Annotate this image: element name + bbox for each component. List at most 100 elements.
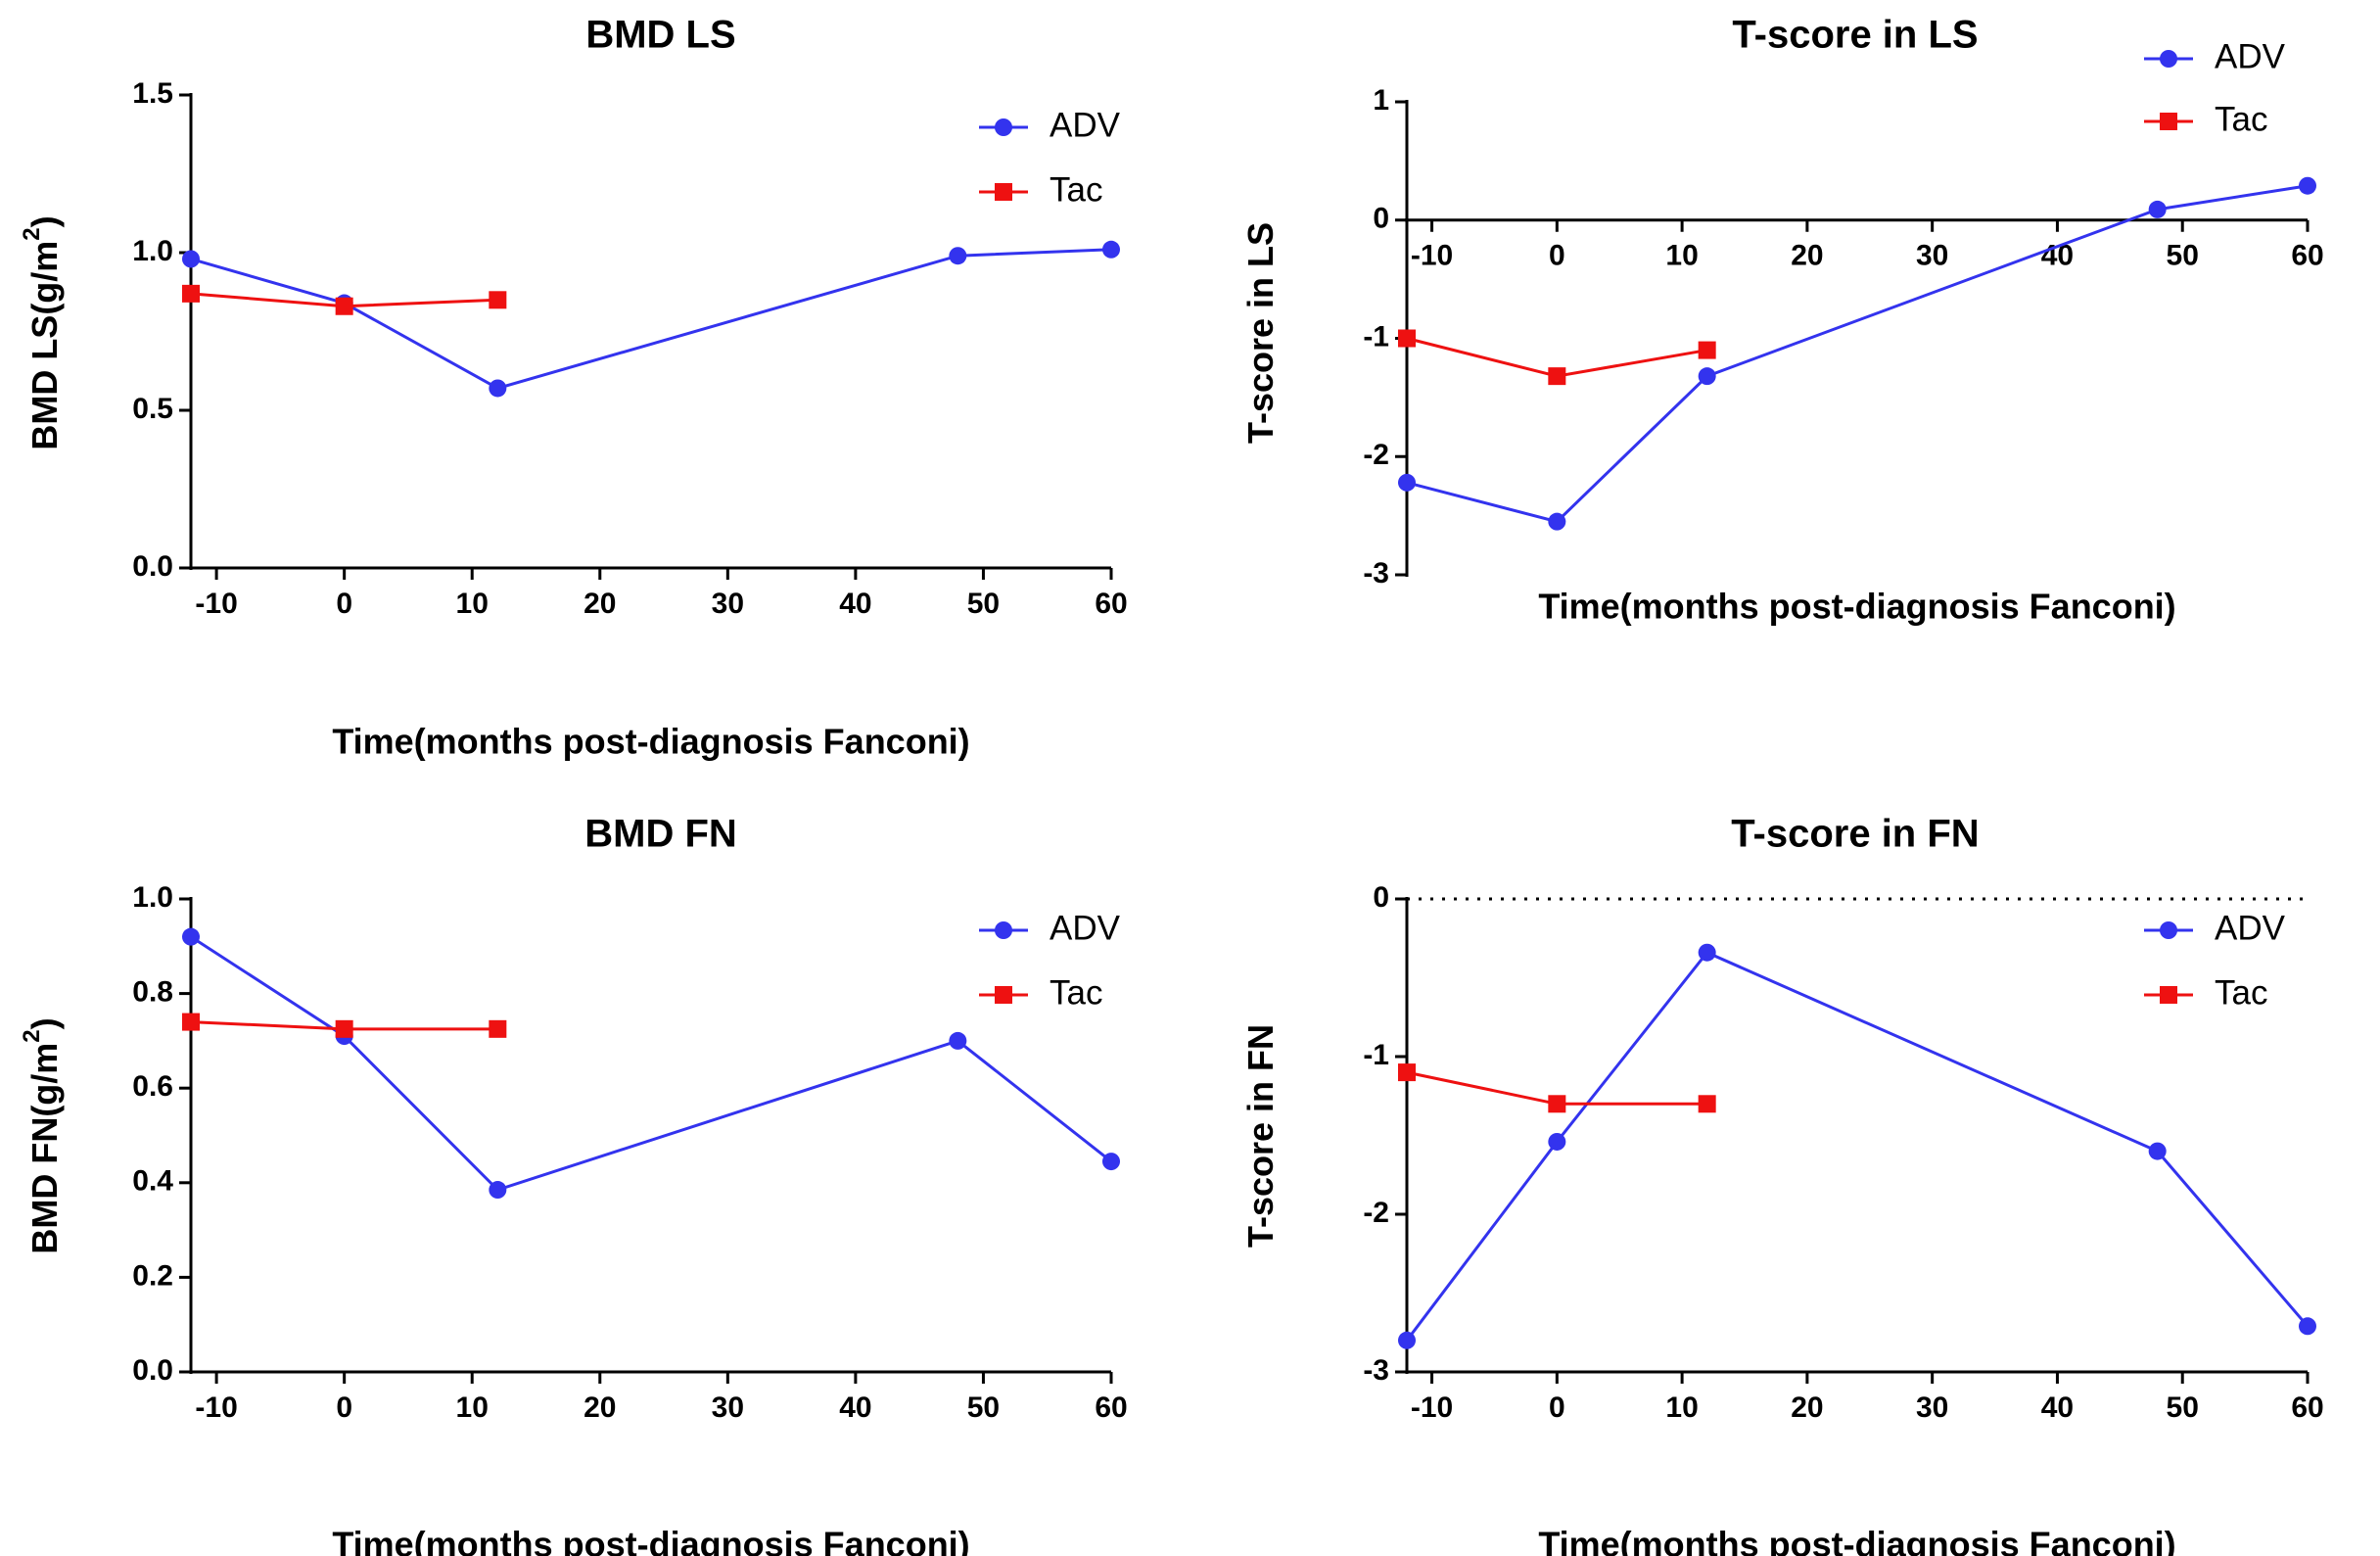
legend-swatch-marker [995, 986, 1012, 1004]
x-tick-label: 40 [2041, 240, 2074, 272]
x-tick-label: 0 [336, 588, 352, 620]
data-point-tac [1698, 341, 1716, 359]
x-tick-label: 10 [1665, 240, 1698, 272]
x-tick-label: 10 [1665, 1391, 1698, 1424]
x-tick-label: 50 [967, 588, 1000, 620]
x-tick-label: 30 [1916, 1391, 1948, 1424]
y-axis-label-text: T-score in LS [1240, 222, 1281, 444]
data-point-tac [182, 284, 200, 303]
y-axis-label: BMD FN(g/m2) [19, 1017, 64, 1253]
series-line-adv [1405, 950, 2310, 1342]
x-axis-label: Time(months post-diagnosis Fanconi) [1538, 587, 2175, 627]
data-point-adv [489, 379, 507, 398]
y-axis-label: T-score in LS [1240, 222, 1281, 444]
x-tick-label: 30 [1916, 240, 1948, 272]
x-axis-label: Time(months post-diagnosis Fanconi) [332, 722, 969, 762]
data-point-adv [949, 1031, 967, 1050]
data-point-adv [489, 1181, 507, 1200]
y-tick-label: 1.5 [132, 77, 173, 110]
x-tick-label: 30 [712, 588, 744, 620]
x-tick-label: 20 [1791, 1391, 1823, 1424]
y-axis-label-superscript: 2 [19, 227, 45, 240]
x-tick-label: -10 [195, 1391, 237, 1424]
legend-swatch-marker [995, 921, 1012, 939]
y-axis-label-superscript: 2 [19, 1029, 45, 1042]
x-tick-label: -10 [195, 588, 237, 620]
x-tick-label: 60 [2291, 1391, 2323, 1424]
data-point-adv [2148, 200, 2167, 218]
y-tick-label: 1 [1373, 84, 1389, 117]
legend-label-adv: ADV [2215, 909, 2286, 947]
x-tick-label: 20 [583, 588, 616, 620]
y-axis-label: T-score in FN [1240, 1024, 1281, 1248]
y-tick-label: 0.4 [132, 1165, 173, 1198]
data-point-adv [2299, 1317, 2316, 1336]
y-tick-label: -2 [1363, 439, 1389, 471]
x-tick-label: 0 [1549, 240, 1565, 272]
y-tick-label: 0.0 [132, 550, 173, 583]
x-tick-label: 0 [1549, 1391, 1565, 1424]
data-point-tac [335, 297, 353, 315]
y-axis-label-text: BMD LS(g/m [24, 241, 65, 450]
legend-swatch-marker [2160, 921, 2177, 939]
chart-title: BMD FN [584, 813, 737, 856]
legend-swatch-marker [995, 183, 1012, 201]
x-tick-label: 10 [456, 588, 489, 620]
y-axis-label: BMD LS(g/m2) [19, 215, 64, 449]
data-point-adv [1698, 367, 1716, 386]
x-tick-label: 50 [967, 1391, 1000, 1424]
data-point-adv [1102, 240, 1120, 259]
legend-label-adv: ADV [1050, 106, 1121, 144]
chart-title: T-score in FN [1731, 813, 1979, 856]
data-point-adv [1698, 943, 1716, 962]
y-tick-label: -3 [1363, 1354, 1389, 1387]
x-tick-label: 40 [839, 588, 871, 620]
y-axis-label-text: BMD FN(g/m [24, 1043, 65, 1254]
data-point-adv [182, 927, 200, 946]
legend-swatch-marker [2160, 113, 2177, 130]
data-point-tac [1698, 1095, 1716, 1113]
chart-title: T-score in LS [1732, 14, 1978, 57]
y-tick-label: 0.0 [132, 1354, 173, 1387]
x-tick-label: 20 [583, 1391, 616, 1424]
x-tick-label: 0 [336, 1391, 352, 1424]
x-tick-label: 60 [2291, 240, 2323, 272]
data-point-tac [489, 291, 507, 309]
y-tick-label: -3 [1363, 557, 1389, 589]
data-point-tac [1548, 1095, 1566, 1113]
y-tick-label: 1.0 [132, 881, 173, 914]
y-tick-label: -2 [1363, 1197, 1389, 1229]
x-tick-label: 30 [712, 1391, 744, 1424]
panel-bmd-ls: BMD LS 0.0 0.5 1.0 1.5 -10 0 10 20 30 40 50 60 Time(m… [19, 14, 1127, 762]
y-axis-label-text: T-score in FN [1240, 1024, 1281, 1248]
panel-tscore-fn: T-score in FN-3-2-10-10 0 10 20 30 40 50 60Time… [1240, 813, 2324, 1556]
y-axis-label-close: ) [24, 215, 65, 227]
legend-swatch-marker [995, 118, 1012, 136]
series-line-adv [1406, 184, 2309, 524]
data-point-adv [182, 250, 200, 268]
x-tick-label: 60 [1095, 588, 1127, 620]
y-tick-label: 0.2 [132, 1259, 173, 1292]
x-tick-label: 50 [2167, 1391, 2199, 1424]
data-point-tac [335, 1019, 353, 1038]
data-point-adv [949, 247, 967, 265]
y-tick-label: 0.8 [132, 976, 173, 1009]
y-tick-label: 0.5 [132, 393, 173, 425]
y-tick-label: 0 [1373, 881, 1389, 914]
y-tick-label: 1.0 [132, 235, 173, 267]
data-point-adv [2299, 176, 2316, 195]
panel-bmd-fn: BMD FN 0.0 0.2 0.4 0.6 0.8 1.0 -10 0 10 20 30 40 50 60… [19, 813, 1127, 1556]
x-tick-label: -10 [1411, 1391, 1453, 1424]
series-line-adv [190, 248, 1112, 391]
x-axis-label: Time(months post-diagnosis Fanconi) [1538, 1525, 2175, 1556]
y-tick-label: 0.6 [132, 1070, 173, 1103]
legend-label-adv: ADV [1050, 909, 1121, 947]
y-axis-label-close: ) [24, 1017, 65, 1029]
data-point-tac [1398, 1063, 1416, 1082]
legend-label-tac: Tac [1050, 170, 1102, 209]
legend-label-tac: Tac [2215, 973, 2267, 1012]
data-point-adv [1398, 1331, 1416, 1349]
data-point-tac [1548, 367, 1566, 386]
x-tick-label: 40 [839, 1391, 871, 1424]
